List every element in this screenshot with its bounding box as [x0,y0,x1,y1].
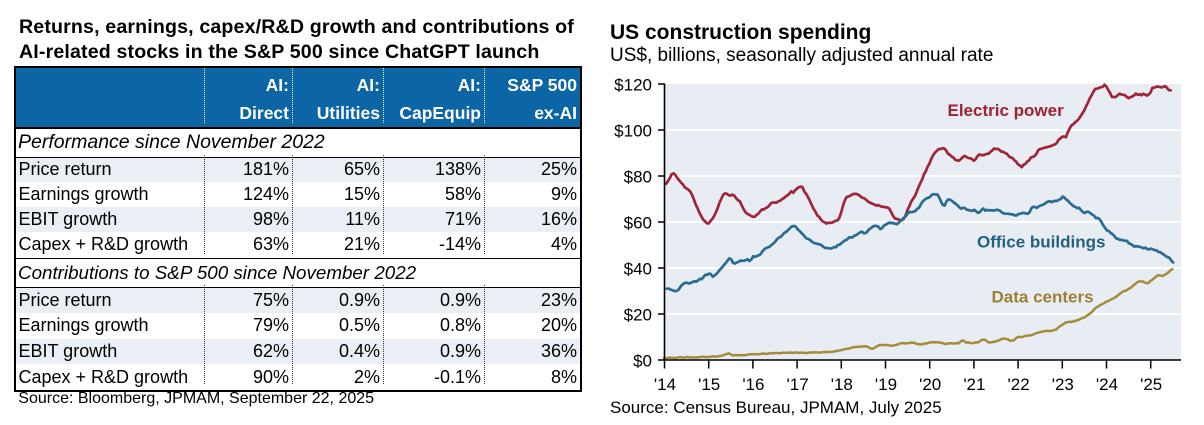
svg-text:'19: '19 [875,375,897,394]
svg-text:'22: '22 [1008,375,1030,394]
svg-text:$20: $20 [624,305,652,324]
svg-text:'25: '25 [1140,375,1162,394]
svg-text:'23: '23 [1052,375,1074,394]
svg-text:$100: $100 [614,121,652,140]
svg-text:'20: '20 [919,375,941,394]
svg-text:'14: '14 [654,375,676,394]
svg-text:'16: '16 [742,375,764,394]
svg-text:$0: $0 [633,351,652,370]
svg-text:Data centers: Data centers [992,288,1094,307]
svg-text:'21: '21 [963,375,985,394]
svg-text:'18: '18 [831,375,853,394]
svg-text:$120: $120 [614,75,652,94]
svg-text:$80: $80 [624,167,652,186]
svg-text:'17: '17 [787,375,809,394]
svg-text:Office buildings: Office buildings [977,233,1105,252]
svg-text:'24: '24 [1096,375,1118,394]
svg-text:'15: '15 [698,375,720,394]
svg-text:Electric power: Electric power [948,101,1065,120]
svg-text:$60: $60 [624,213,652,232]
svg-text:$40: $40 [624,259,652,278]
